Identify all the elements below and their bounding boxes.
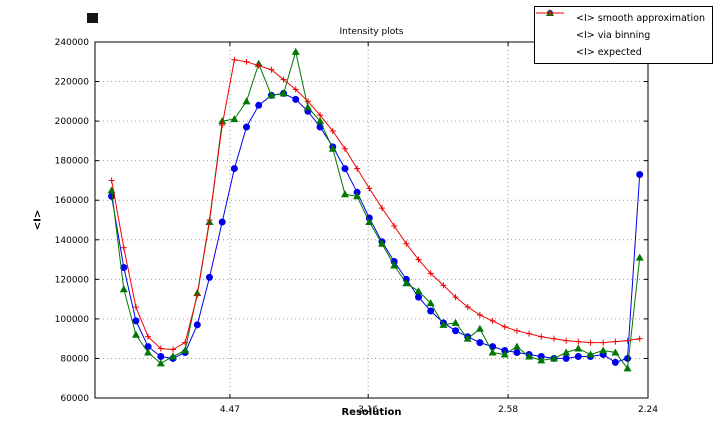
x-axis-label: Resolution	[341, 407, 402, 418]
y-tick-label: 80000	[60, 354, 89, 364]
corner-artifact-square	[87, 13, 98, 23]
data-marker-circle	[636, 171, 644, 179]
legend-marker-triangle-icon	[536, 9, 570, 41]
legend-item-via-binning: <I> via binning	[536, 9, 705, 43]
data-marker-triangle	[230, 115, 239, 123]
data-marker-triangle	[378, 239, 387, 247]
legend-label-via-binning: <I> via binning	[576, 29, 651, 41]
data-marker-triangle	[586, 350, 595, 358]
data-marker-circle	[255, 101, 263, 109]
x-tick-label: 4.47	[220, 405, 240, 415]
data-marker-circle	[292, 95, 300, 103]
legend-label-smooth-approximation: <I> smooth approximation	[576, 12, 705, 24]
data-marker-circle	[243, 123, 251, 131]
y-tick-label: 140000	[55, 236, 90, 246]
data-marker-triangle	[512, 342, 521, 350]
chart-title: Intensity plots	[339, 27, 404, 37]
y-tick-label: 220000	[55, 78, 90, 88]
data-marker-triangle	[402, 279, 411, 287]
data-marker-triangle	[525, 352, 534, 360]
data-marker-triangle	[451, 318, 460, 326]
y-tick-label: 120000	[55, 275, 90, 285]
data-marker-triangle	[144, 348, 153, 356]
data-marker-circle	[624, 354, 632, 362]
data-marker-triangle	[353, 192, 362, 200]
data-marker-circle	[562, 354, 570, 362]
data-marker-triangle	[119, 285, 128, 293]
data-marker-circle	[230, 165, 238, 173]
data-marker-circle	[476, 339, 484, 347]
data-marker-circle	[193, 321, 201, 329]
data-marker-triangle	[291, 47, 300, 55]
data-marker-triangle	[316, 117, 325, 125]
data-marker-triangle	[599, 346, 608, 354]
data-marker-circle	[611, 358, 619, 366]
legend-item-expected: <I> expected	[536, 10, 705, 60]
y-tick-label: 160000	[55, 196, 90, 206]
data-marker-triangle	[340, 190, 349, 198]
data-marker-triangle	[549, 354, 558, 362]
data-marker-circle	[157, 352, 165, 360]
data-marker-triangle	[107, 186, 116, 194]
x-tick-label: 3.16	[358, 405, 378, 415]
data-marker-triangle	[623, 364, 632, 372]
data-marker-triangle	[242, 97, 251, 105]
data-marker-triangle	[131, 330, 140, 338]
data-marker-triangle	[218, 117, 227, 125]
data-marker-triangle	[156, 359, 165, 367]
data-marker-triangle	[365, 217, 374, 225]
data-marker-triangle	[303, 103, 312, 111]
data-marker-triangle	[328, 144, 337, 152]
y-tick-label: 200000	[55, 117, 90, 127]
y-tick-label: 240000	[55, 38, 90, 48]
data-marker-triangle	[463, 334, 472, 342]
plot-frame	[94, 41, 649, 399]
data-marker-triangle	[426, 299, 435, 307]
data-marker-circle	[218, 218, 226, 226]
series-line-2	[111, 59, 640, 351]
data-marker-triangle	[279, 89, 288, 97]
data-marker-triangle	[414, 287, 423, 295]
data-marker-triangle	[488, 348, 497, 356]
data-marker-triangle	[475, 324, 484, 332]
x-tick-label: 2.24	[638, 405, 658, 415]
data-marker-triangle	[574, 344, 583, 352]
y-tick-label: 60000	[60, 394, 89, 404]
legend-label-expected: <I> expected	[576, 46, 642, 58]
data-marker-triangle	[390, 261, 399, 269]
data-marker-circle	[205, 273, 213, 281]
y-tick-label: 180000	[55, 157, 90, 167]
data-marker-triangle	[439, 320, 448, 328]
x-tick-label: 2.58	[498, 405, 518, 415]
legend: <I> smooth approximation <I> via binning…	[534, 6, 713, 64]
data-marker-triangle	[267, 91, 276, 99]
data-marker-circle	[341, 165, 349, 173]
data-marker-triangle	[537, 356, 546, 364]
data-marker-circle	[513, 349, 521, 357]
data-marker-triangle	[168, 352, 177, 360]
data-marker-triangle	[562, 348, 571, 356]
data-marker-triangle	[181, 346, 190, 354]
data-marker-circle	[427, 307, 435, 315]
data-marker-triangle	[500, 350, 509, 358]
data-marker-circle	[574, 352, 582, 360]
data-marker-triangle	[611, 348, 620, 356]
y-tick-label: 100000	[55, 315, 90, 325]
data-marker-triangle	[635, 253, 644, 261]
data-marker-circle	[415, 293, 423, 301]
data-marker-circle	[452, 327, 460, 335]
y-axis-label: <I>	[32, 209, 44, 231]
data-marker-circle	[132, 317, 140, 325]
legend-marker-plus-icon	[536, 10, 570, 58]
